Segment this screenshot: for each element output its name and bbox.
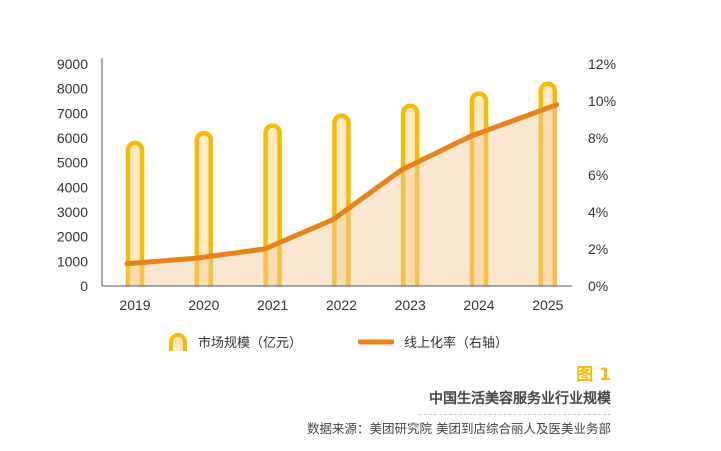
legend-bar: 市场规模（亿元） <box>168 332 302 351</box>
legend-line-label: 线上化率（右轴） <box>404 336 509 351</box>
bar <box>469 91 489 286</box>
x-tick-label: 2020 <box>188 297 219 313</box>
left-tick-label: 7000 <box>57 105 88 121</box>
left-tick-label: 3000 <box>57 204 88 220</box>
left-tick-label: 4000 <box>57 179 88 195</box>
left-tick-label: 5000 <box>57 155 88 171</box>
bar <box>538 81 558 286</box>
legend-line-icon <box>358 339 394 344</box>
x-tick-label: 2022 <box>326 297 357 313</box>
left-tick-label: 0 <box>80 278 88 294</box>
x-tick-label: 2024 <box>463 297 494 313</box>
left-tick-label: 6000 <box>57 130 88 146</box>
line-area <box>127 104 557 286</box>
x-tick-label: 2025 <box>532 297 563 313</box>
right-tick-label: 0% <box>588 278 608 294</box>
legend-line: 线上化率（右轴） <box>358 332 508 351</box>
legend-bar-label: 市场规模（亿元） <box>198 336 303 351</box>
bar <box>194 130 214 286</box>
bar <box>400 103 420 286</box>
right-tick-label: 2% <box>588 241 608 257</box>
right-tick-label: 10% <box>588 93 616 109</box>
right-tick-label: 6% <box>588 167 608 183</box>
left-tick-label: 2000 <box>57 229 88 245</box>
right-tick-label: 8% <box>588 130 608 146</box>
legend-bar-icon <box>169 332 187 351</box>
chart-title: 中国生活美容服务业行业规模 <box>419 388 611 415</box>
bar <box>332 113 351 286</box>
right-tick-label: 4% <box>588 204 608 220</box>
data-source: 数据来源：美团研究院 美团到店综合丽人及医美业务部 <box>307 421 611 436</box>
x-tick-label: 2023 <box>395 297 426 313</box>
x-tick-label: 2019 <box>119 297 150 313</box>
figure-number: 图 1 <box>576 365 611 385</box>
chart-svg: 0 1000 2000 3000 4000 5000 6000 7000 8000 9000 0% 2… <box>57 56 616 313</box>
right-tick-label: 12% <box>588 56 616 72</box>
bar <box>125 140 145 286</box>
left-tick-label: 1000 <box>57 253 88 269</box>
left-tick-label: 9000 <box>57 56 88 72</box>
x-tick-label: 2021 <box>257 297 288 313</box>
left-tick-label: 8000 <box>57 81 88 97</box>
